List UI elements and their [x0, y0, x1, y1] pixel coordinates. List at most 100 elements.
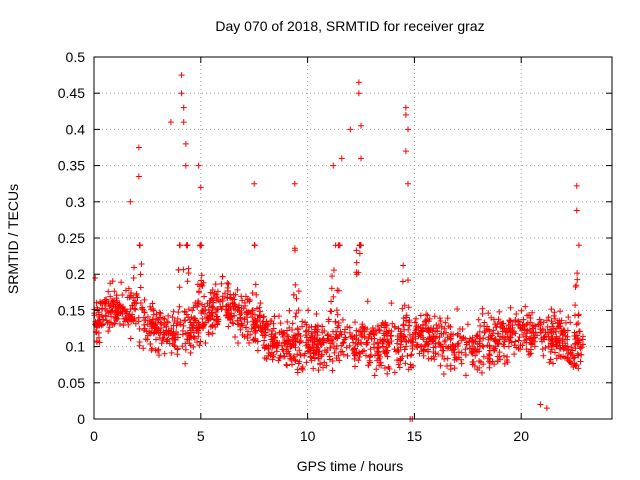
- data-point: [269, 356, 276, 363]
- data-point: [116, 301, 123, 308]
- data-point: [356, 242, 363, 249]
- data-point: [150, 311, 157, 318]
- data-point: [328, 308, 335, 315]
- data-point: [188, 314, 195, 321]
- data-point: [170, 308, 177, 315]
- data-point: [123, 308, 130, 315]
- data-point: [294, 366, 301, 373]
- data-point: [501, 325, 508, 332]
- data-point: [407, 352, 414, 359]
- data-point: [250, 321, 257, 328]
- data-point: [402, 343, 409, 350]
- data-point: [284, 318, 291, 325]
- data-point: [330, 162, 337, 169]
- data-point: [249, 290, 256, 297]
- data-point: [351, 319, 358, 326]
- data-point: [402, 334, 409, 341]
- data-point: [361, 328, 368, 335]
- data-point: [167, 330, 174, 337]
- data-point: [391, 323, 398, 330]
- data-point: [252, 281, 259, 288]
- data-point: [526, 335, 533, 342]
- data-point: [463, 341, 470, 348]
- data-point: [420, 347, 427, 354]
- data-point: [207, 315, 214, 322]
- data-point: [178, 90, 185, 97]
- data-point: [307, 354, 314, 361]
- data-point: [229, 319, 236, 326]
- data-point: [576, 328, 583, 335]
- data-point: [199, 323, 206, 330]
- data-point: [571, 332, 578, 339]
- data-point: [485, 334, 492, 341]
- data-point: [189, 307, 196, 314]
- data-point: [570, 355, 577, 362]
- data-point: [488, 314, 495, 321]
- data-point: [308, 323, 315, 330]
- data-point: [365, 362, 372, 369]
- data-point: [366, 331, 373, 338]
- data-point: [113, 295, 120, 302]
- data-point: [503, 356, 510, 363]
- data-point: [338, 155, 345, 162]
- data-point: [488, 332, 495, 339]
- tick-labels: 0 0.05 0.1 0.15 0.2 0.25 0.3 0.35 0.4 0.45 0.5 0 5 10…: [58, 49, 529, 444]
- data-point: [191, 335, 198, 342]
- data-point: [358, 340, 365, 347]
- data-point: [172, 334, 179, 341]
- data-point: [277, 320, 284, 327]
- data-point: [240, 305, 247, 312]
- y-tick-label: 0.1: [66, 339, 86, 355]
- data-point: [214, 320, 221, 327]
- data-point: [291, 180, 298, 187]
- data-point: [521, 326, 528, 333]
- data-point: [130, 275, 137, 282]
- data-point: [112, 317, 119, 324]
- data-point: [101, 300, 108, 307]
- data-point: [412, 329, 419, 336]
- data-point: [333, 331, 340, 338]
- data-point: [293, 295, 300, 302]
- data-point: [190, 324, 197, 331]
- data-point: [292, 338, 299, 345]
- data-point: [219, 273, 226, 280]
- data-point: [283, 327, 290, 334]
- data-point: [402, 317, 409, 324]
- data-point: [332, 318, 339, 325]
- data-point: [376, 326, 383, 333]
- data-point: [523, 330, 530, 337]
- data-point: [331, 349, 338, 356]
- data-point: [329, 273, 336, 280]
- data-point: [402, 104, 409, 111]
- data-point: [444, 315, 451, 322]
- data-point: [221, 290, 228, 297]
- data-point: [194, 303, 201, 310]
- data-point: [374, 339, 381, 346]
- data-point: [485, 326, 492, 333]
- data-point: [260, 314, 267, 321]
- data-point: [387, 333, 394, 340]
- data-point: [114, 309, 121, 316]
- data-point: [406, 317, 413, 324]
- data-point: [383, 328, 390, 335]
- data-point: [394, 340, 401, 347]
- data-point: [140, 314, 147, 321]
- data-point: [557, 320, 564, 327]
- data-point: [476, 328, 483, 335]
- x-axis-label: GPS time / hours: [297, 458, 404, 474]
- data-point: [137, 284, 144, 291]
- data-point: [136, 338, 143, 345]
- data-point: [370, 341, 377, 348]
- data-point: [575, 320, 582, 327]
- data-point: [326, 353, 333, 360]
- data-point: [150, 320, 157, 327]
- data-point: [384, 338, 391, 345]
- data-point: [96, 339, 103, 346]
- data-point: [532, 323, 539, 330]
- data-point: [93, 329, 100, 336]
- data-point: [181, 308, 188, 315]
- data-point: [447, 366, 454, 373]
- y-axis-label: SRMTID / TECUs: [5, 184, 21, 294]
- data-point: [292, 356, 299, 363]
- data-point: [412, 335, 419, 342]
